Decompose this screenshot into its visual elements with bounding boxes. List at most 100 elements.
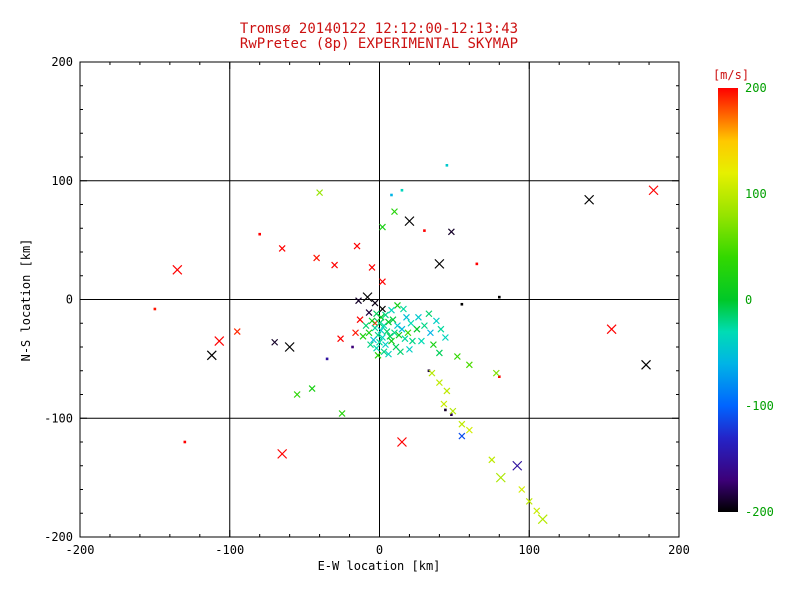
scatter-point bbox=[394, 322, 401, 330]
scatter-point bbox=[584, 194, 595, 205]
scatter-point bbox=[325, 357, 329, 361]
scatter-point bbox=[278, 245, 286, 252]
scatter-point bbox=[391, 208, 398, 216]
scatter-point bbox=[293, 391, 301, 398]
scatter-point bbox=[379, 278, 386, 286]
scatter-point bbox=[385, 350, 392, 358]
scatter-point bbox=[390, 193, 393, 197]
colorbar-tick-label: 100 bbox=[745, 187, 767, 201]
scatter-point bbox=[214, 336, 225, 346]
scatter-point bbox=[404, 216, 415, 227]
scatter-point bbox=[398, 325, 406, 333]
scatter-point bbox=[460, 302, 464, 306]
scatter-point bbox=[373, 310, 380, 318]
scatter-point bbox=[359, 332, 367, 340]
x-tick-label: -100 bbox=[215, 543, 244, 557]
scatter-point bbox=[337, 335, 344, 343]
x-tick-label: 200 bbox=[668, 543, 690, 557]
scatter-point bbox=[392, 343, 400, 351]
scatter-point bbox=[465, 361, 473, 369]
scatter-points-layer bbox=[153, 164, 659, 525]
scatter-point bbox=[380, 348, 388, 356]
scatter-point bbox=[407, 319, 415, 327]
colorbar-tick-label: 200 bbox=[745, 81, 767, 95]
colorbar-tick-label: 0 bbox=[745, 293, 752, 307]
scatter-point bbox=[397, 348, 404, 356]
scatter-point bbox=[409, 337, 416, 345]
x-tick-label: -200 bbox=[66, 543, 95, 557]
scatter-point bbox=[648, 185, 659, 196]
scatter-point bbox=[418, 337, 425, 345]
scatter-point bbox=[434, 258, 445, 269]
scatter-point bbox=[172, 264, 183, 275]
scatter-point bbox=[331, 261, 338, 269]
scatter-point bbox=[377, 313, 385, 321]
x-tick-label: 100 bbox=[518, 543, 540, 557]
scatter-point bbox=[371, 324, 379, 332]
scatter-point bbox=[271, 338, 279, 346]
scatter-point bbox=[426, 329, 434, 337]
scatter-point bbox=[537, 514, 548, 525]
scatter-point bbox=[475, 262, 479, 266]
scatter-point bbox=[533, 507, 541, 515]
scatter-point bbox=[488, 456, 496, 464]
scatter-point bbox=[394, 302, 401, 309]
scatter-point bbox=[400, 188, 404, 192]
scatter-point bbox=[233, 328, 241, 335]
scatter-point bbox=[352, 329, 359, 337]
scatter-point bbox=[362, 292, 373, 303]
colorbar-tick-label: -100 bbox=[745, 399, 774, 413]
scatter-point bbox=[512, 460, 523, 471]
scatter-point bbox=[404, 329, 412, 337]
scatter-point bbox=[400, 305, 407, 313]
scatter-point bbox=[388, 306, 395, 314]
scatter-point bbox=[498, 375, 501, 378]
scatter-point bbox=[450, 413, 453, 416]
scatter-point bbox=[316, 189, 324, 197]
scatter-point bbox=[435, 349, 443, 357]
scatter-point bbox=[379, 223, 386, 231]
scatter-point bbox=[458, 432, 466, 440]
scatter-point bbox=[518, 486, 526, 493]
scatter-point bbox=[284, 342, 295, 352]
scatter-point bbox=[353, 242, 361, 250]
scatter-point bbox=[428, 369, 436, 377]
scatter-point bbox=[403, 313, 410, 321]
scatter-point bbox=[447, 228, 455, 236]
scatter-point bbox=[525, 497, 533, 505]
scatter-point bbox=[391, 329, 398, 337]
scatter-point bbox=[465, 426, 473, 434]
scatter-point bbox=[338, 410, 346, 417]
scatter-point bbox=[435, 379, 443, 387]
scatter-point bbox=[458, 420, 466, 428]
scatter-point bbox=[495, 472, 506, 483]
scatter-point bbox=[443, 387, 451, 395]
grid-layer bbox=[80, 62, 679, 537]
scatter-point bbox=[365, 309, 373, 316]
scatter-point bbox=[406, 345, 413, 353]
scatter-point bbox=[425, 310, 433, 318]
scatter-point bbox=[153, 307, 157, 311]
scatter-point bbox=[413, 325, 421, 333]
scatter-point bbox=[437, 325, 445, 333]
y-tick-label: 200 bbox=[51, 55, 73, 69]
scatter-point bbox=[383, 328, 391, 335]
scatter-point bbox=[258, 232, 261, 236]
scatter-point bbox=[453, 353, 461, 360]
scatter-point bbox=[356, 316, 364, 324]
colorbar-tick-label: -200 bbox=[745, 505, 774, 519]
scatter-point bbox=[377, 326, 385, 334]
scatter-point bbox=[379, 305, 386, 313]
scatter-point bbox=[441, 334, 449, 341]
scatter-point bbox=[308, 385, 316, 392]
scatter-point bbox=[386, 332, 394, 340]
scatter-point bbox=[371, 299, 379, 307]
scatter-point bbox=[397, 437, 407, 447]
scatter-point bbox=[492, 369, 500, 377]
scatter-point bbox=[376, 338, 383, 346]
scatter-point bbox=[206, 350, 217, 361]
scatter-point bbox=[362, 322, 370, 330]
scatter-point bbox=[382, 311, 389, 319]
